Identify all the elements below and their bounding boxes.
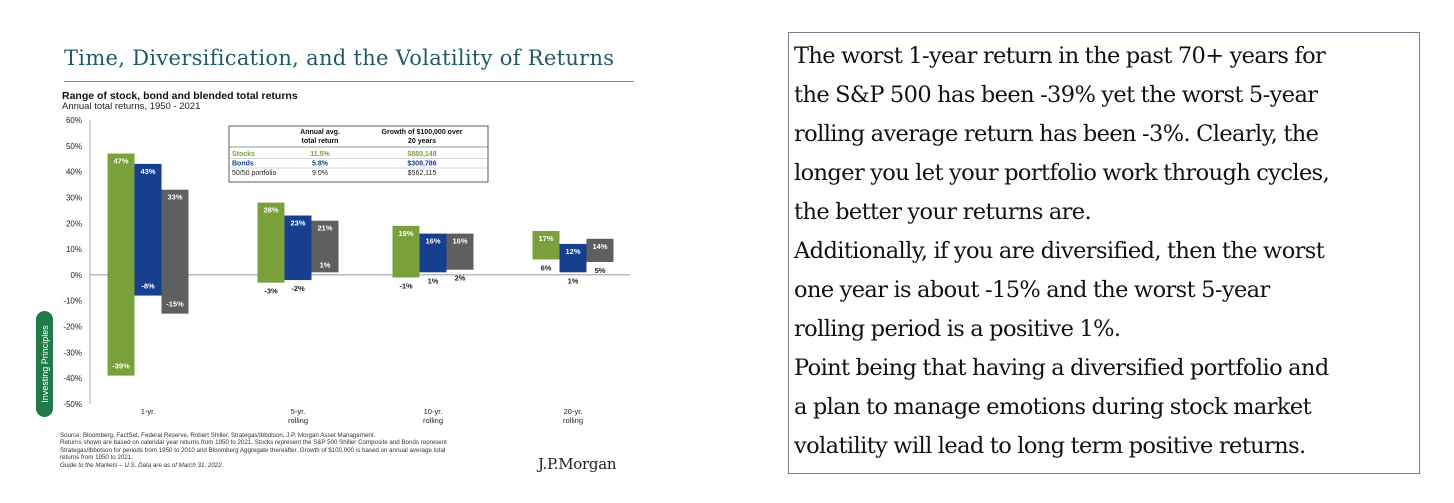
range-bar	[586, 238, 614, 262]
bar-max-label: 14%	[592, 242, 607, 251]
bar-max-label: 43%	[140, 167, 155, 176]
legend-row-growth: $562,115	[408, 170, 437, 177]
bar-min-label: -15%	[166, 300, 184, 309]
sidebar-label: Investing Principles	[39, 325, 50, 403]
bar-max-label: 19%	[398, 229, 413, 238]
bar-max-label: 17%	[538, 234, 553, 243]
jpmorgan-logo: J.P.Morgan	[538, 455, 617, 473]
bar-min-label: -1%	[399, 281, 413, 290]
legend-header: 20 years	[408, 138, 436, 145]
bar-max-label: 12%	[565, 247, 580, 256]
x-tick-label: rolling	[563, 416, 583, 425]
bar-max-label: 16%	[425, 237, 440, 246]
range-bar	[311, 220, 339, 273]
x-tick-label: rolling	[423, 416, 443, 425]
investing-principles-tab: Investing Principles	[36, 311, 53, 417]
legend-row-growth: $308,786	[407, 161, 436, 168]
bar-max-label: 33%	[167, 193, 182, 202]
x-tick-label: 1-yr.	[141, 407, 156, 416]
bar-max-label: 47%	[113, 157, 128, 166]
commentary-line: rolling period is a positive 1%.	[794, 316, 1121, 342]
footnote-line: Source: Bloomberg, FactSet, Federal Rese…	[60, 432, 376, 439]
y-tick-label: -40%	[63, 374, 82, 383]
legend-header: Growth of $100,000 over	[382, 129, 463, 136]
commentary-line: the better your returns are.	[794, 199, 1092, 225]
legend-row-name: 50/50 portfolio	[232, 170, 276, 177]
y-tick-label: 10%	[66, 245, 82, 254]
y-tick-label: 30%	[66, 193, 82, 202]
legend-row-avg: 11.5%	[310, 151, 330, 158]
range-bar	[284, 215, 312, 281]
x-tick-label: 5-yr.	[291, 407, 306, 416]
bar-min-label: -3%	[264, 287, 278, 296]
bar-max-label: 23%	[290, 219, 305, 228]
legend-row-avg: 9.0%	[312, 170, 328, 177]
legend-row-name: Stocks	[232, 151, 255, 158]
y-tick-label: -30%	[63, 348, 82, 357]
y-tick-label: -10%	[63, 297, 82, 306]
legend-header: Annual avg.	[300, 129, 340, 136]
commentary-text: The worst 1-year return in the past 70+ …	[794, 37, 1416, 466]
footnote-line: returns from 1950 to 2021.	[60, 454, 133, 462]
range-bar	[419, 233, 447, 273]
bar-min-label: -39%	[112, 362, 130, 371]
footnote-line: Guide to the Markets – U.S. Data are as …	[60, 461, 224, 469]
range-bar-chart: -50% -40% -30% -20% -10% 0% 10% 20% 30% 40% 50% 60%…	[63, 116, 630, 425]
bar-min-label: -8%	[141, 282, 155, 291]
source-footnote: Source: Bloomberg, FactSet, Federal Rese…	[60, 432, 500, 469]
chart-title: Time, Diversification, and the Volatilit…	[64, 46, 615, 70]
y-tick-label: 0%	[70, 271, 82, 280]
y-tick-label: -50%	[63, 400, 82, 409]
commentary-line: a plan to manage emotions during stock m…	[794, 394, 1312, 420]
commentary-line: Additionally, if you are diversified, th…	[794, 238, 1325, 264]
commentary-line: The worst 1-year return in the past 70+ …	[794, 43, 1326, 69]
legend-row-name: Bonds	[232, 161, 254, 168]
x-tick-label: 10-yr.	[424, 407, 443, 416]
bar-min-label: 1%	[320, 260, 331, 269]
range-bar	[532, 231, 560, 260]
range-bar	[257, 202, 285, 283]
bar-max-label: 21%	[317, 224, 332, 233]
bar-max-label: 16%	[452, 237, 467, 246]
x-tick-label: 20-yr.	[564, 407, 583, 416]
bar-min-label: 1%	[568, 276, 579, 285]
chart-subtitle: Range of stock, bond and blended total r…	[62, 90, 298, 102]
legend-row-avg: 5.8%	[312, 161, 329, 168]
commentary-line: volatility will lead to long term positi…	[794, 433, 1306, 459]
y-tick-label: 50%	[66, 142, 82, 151]
range-bar	[134, 163, 162, 296]
commentary-line: rolling average return has been -3%. Cle…	[794, 121, 1319, 147]
commentary-box: The worst 1-year return in the past 70+ …	[788, 32, 1420, 474]
commentary-line: the S&P 500 has been -39% yet the worst …	[794, 82, 1318, 108]
x-tick-label: rolling	[288, 416, 308, 425]
range-bar	[446, 233, 474, 270]
bar-min-label: 2%	[455, 274, 466, 283]
legend-row-growth: $880,148	[407, 151, 436, 158]
y-tick-label: 20%	[66, 219, 82, 228]
y-tick-label: 40%	[66, 168, 82, 177]
footnote-line: Returns shown are based on calendar year…	[60, 439, 447, 447]
legend-table-frame	[228, 125, 489, 183]
chart-subsubtitle: Annual total returns, 1950 - 2021	[62, 101, 201, 112]
commentary-line: one year is about -15% and the worst 5-y…	[794, 277, 1270, 303]
bar-min-label: 1%	[428, 276, 439, 285]
chart-panel: Time, Diversification, and the Volatilit…	[0, 0, 700, 503]
title-divider	[64, 81, 634, 82]
legend-header: total return	[302, 138, 339, 145]
bar-min-label: 5%	[595, 266, 606, 275]
commentary-line: Point being that having a diversified po…	[794, 355, 1329, 381]
footnote-line: Strategas/Ibbotson for periods from 1950…	[60, 446, 446, 454]
bar-max-label: 28%	[263, 206, 278, 215]
bar-min-label: -2%	[291, 284, 305, 293]
range-bar	[107, 153, 135, 376]
range-bar	[392, 225, 420, 278]
y-tick-label: 60%	[66, 116, 82, 125]
commentary-line: longer you let your portfolio work throu…	[794, 160, 1330, 186]
bar-min-label: 6%	[541, 263, 552, 272]
y-tick-label: -20%	[63, 323, 82, 332]
range-bar	[161, 189, 189, 314]
range-bar	[559, 243, 587, 273]
